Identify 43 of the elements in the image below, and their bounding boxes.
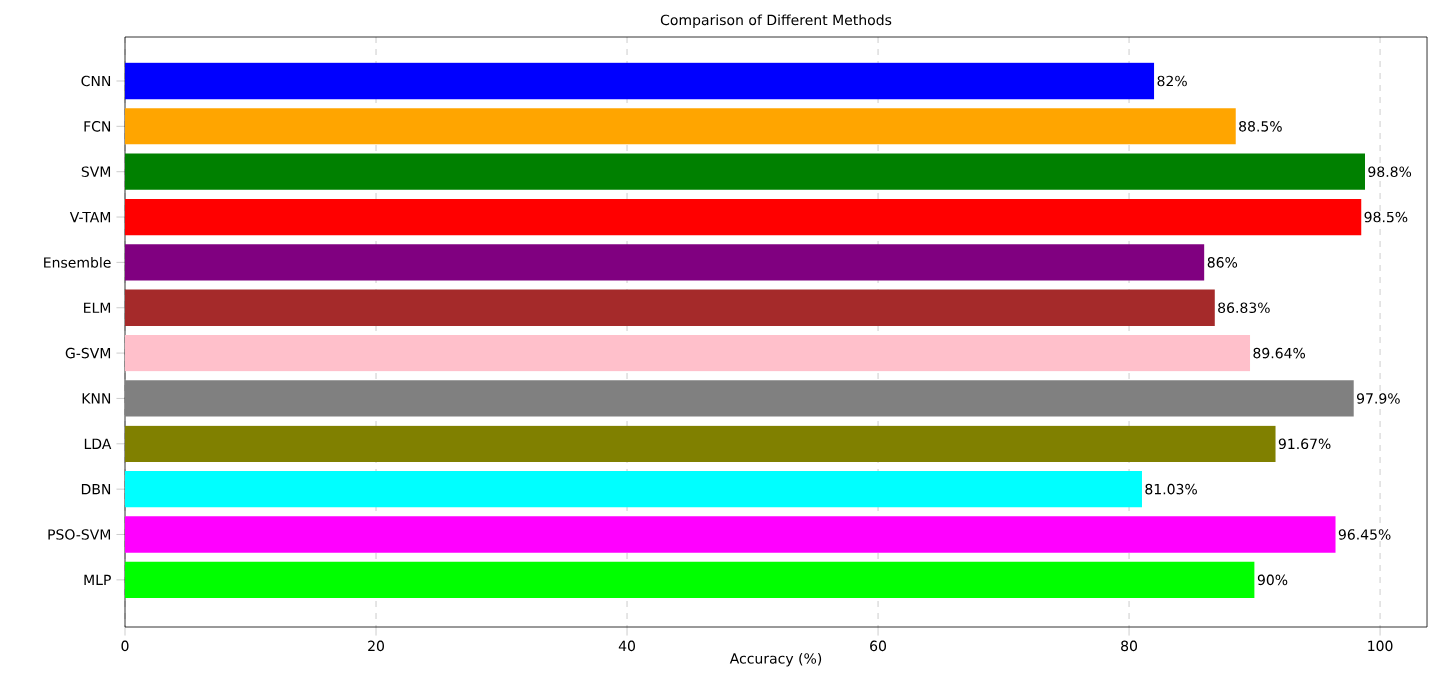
x-tick-label: 0 xyxy=(121,640,129,652)
bar xyxy=(125,153,1366,190)
y-tick-label: KNN xyxy=(82,393,111,404)
data-label: 81.03% xyxy=(1145,483,1197,495)
y-tick-label: LDA xyxy=(84,438,112,449)
data-label: 90% xyxy=(1257,574,1288,586)
y-tick-label: Ensemble xyxy=(44,256,111,268)
data-label: 86% xyxy=(1207,257,1238,268)
bar xyxy=(125,244,1205,281)
x-tick-label: 80 xyxy=(1121,640,1138,652)
x-tick-label: 100 xyxy=(1368,640,1393,652)
data-label: 91.67% xyxy=(1278,438,1331,450)
bar xyxy=(125,471,1142,508)
data-label: 97.9% xyxy=(1357,393,1400,404)
bar xyxy=(125,516,1336,553)
y-tick-label: MLP xyxy=(84,574,111,585)
bar xyxy=(125,108,1236,145)
y-tick-label: DBN xyxy=(81,484,111,495)
data-label: 89.64% xyxy=(1253,347,1306,359)
bar xyxy=(125,425,1276,462)
data-label: 98.8% xyxy=(1368,166,1412,177)
data-label: 98.5% xyxy=(1364,211,1408,223)
y-tick-label: PSO-SVM xyxy=(48,529,111,540)
bar xyxy=(125,561,1255,598)
x-tick-label: 20 xyxy=(368,640,384,652)
bar xyxy=(125,334,1251,372)
x-tick-label: 60 xyxy=(870,640,887,652)
y-tick-label: FCN xyxy=(84,121,111,132)
chart-title: Comparison of Different Methods xyxy=(660,14,892,28)
bar xyxy=(125,289,1215,326)
data-label: 82% xyxy=(1157,75,1187,87)
x-tick-label: 40 xyxy=(618,640,635,652)
y-tick-label: ELM xyxy=(84,302,111,313)
data-label: 96.45% xyxy=(1338,529,1391,540)
data-label: 86.83% xyxy=(1218,302,1270,314)
y-tick-label: V-TAM xyxy=(69,211,111,223)
y-tick-label: CNN xyxy=(81,75,111,87)
data-label: 88.5% xyxy=(1239,121,1282,132)
y-tick-label: SVM xyxy=(81,166,111,177)
y-tick-label: G-SVM xyxy=(65,347,111,359)
bar xyxy=(125,198,1362,236)
x-axis-title: Accuracy (%) xyxy=(729,652,822,667)
bar xyxy=(125,62,1155,100)
